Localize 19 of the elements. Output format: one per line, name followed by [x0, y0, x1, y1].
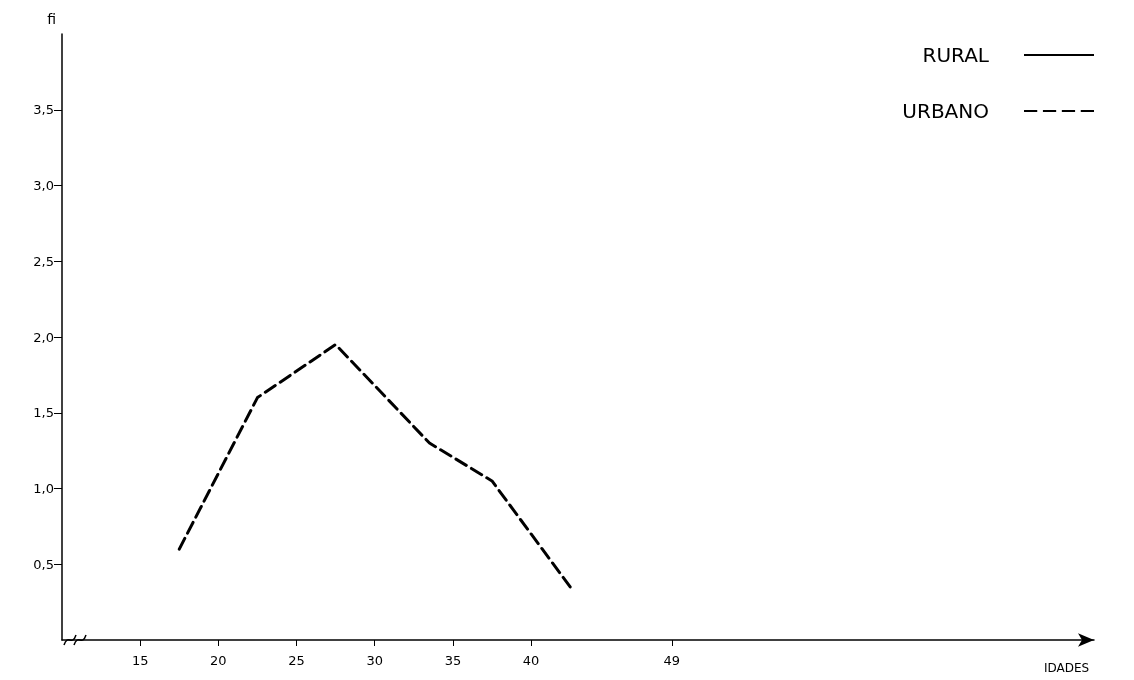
y-axis-title: fi [47, 11, 56, 27]
x-tick-label: 20 [210, 653, 227, 668]
y-tick-label: 1,5 [33, 405, 54, 421]
legend-label: URBANO [902, 99, 989, 123]
y-tick-label: 3,5 [33, 102, 54, 118]
y-tick-label: 2,0 [33, 329, 54, 345]
x-axis-title: IDADES [1044, 661, 1090, 675]
y-tick-label: 3,0 [33, 178, 54, 193]
x-tick-label: 15 [131, 653, 149, 668]
y-tick-label: 2,5 [33, 253, 54, 269]
legend-label: RURAL [922, 43, 990, 67]
x-tick-label: 25 [288, 653, 305, 668]
y-tick-label: 0,5 [33, 556, 54, 572]
x-tick-label: 49 [663, 653, 681, 668]
x-tick-label: 30 [366, 653, 383, 668]
x-tick-label: 35 [444, 653, 462, 668]
y-tick-label: 1,0 [33, 481, 54, 496]
line-series [177, 343, 572, 589]
x-tick-label: 40 [522, 653, 540, 668]
